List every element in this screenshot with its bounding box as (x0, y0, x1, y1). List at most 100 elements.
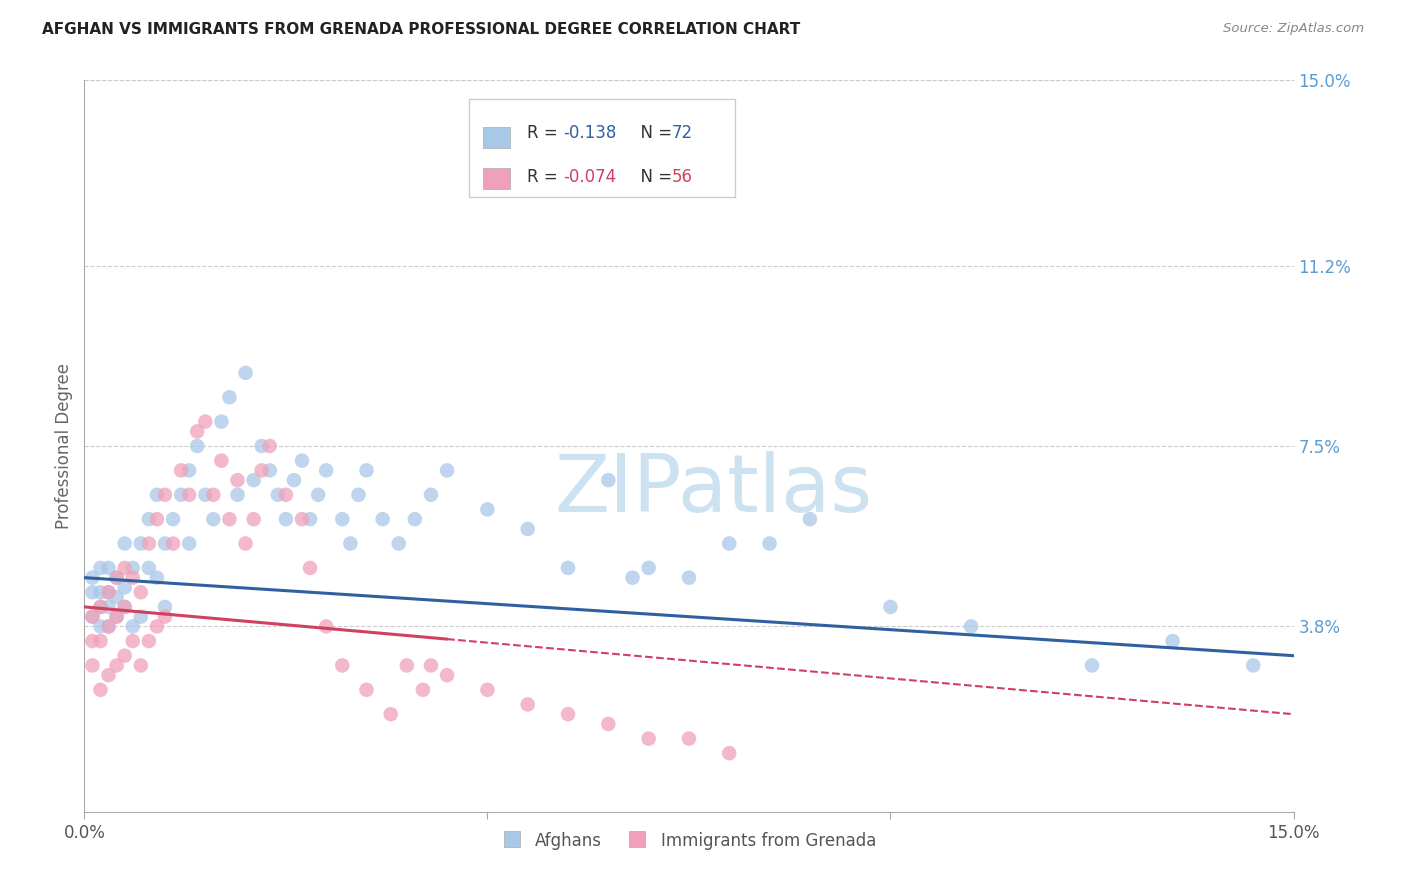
Point (146, 488, 169, 502)
Point (114, 581, 136, 595)
Point (477, 682, 499, 697)
Text: N =: N = (630, 124, 678, 142)
Point (516, 698, 538, 712)
Point (138, 536, 160, 550)
Point (114, 599, 136, 614)
Point (129, 536, 152, 550)
Text: 72: 72 (672, 124, 693, 142)
Point (170, 463, 193, 477)
Point (153, 536, 176, 550)
Point (82, 658, 104, 673)
Point (89, 599, 111, 614)
Point (307, 488, 329, 502)
Point (105, 609, 128, 624)
Point (226, 488, 249, 502)
Point (242, 473, 264, 487)
Point (678, 731, 700, 746)
Point (371, 512, 394, 526)
Point (420, 658, 443, 673)
Point (97, 585, 120, 599)
Point (291, 512, 314, 526)
FancyBboxPatch shape (468, 99, 735, 197)
Text: AFGHAN VS IMMIGRANTS FROM GRENADA PROFESSIONAL DEGREE CORRELATION CHART: AFGHAN VS IMMIGRANTS FROM GRENADA PROFES… (42, 22, 800, 37)
Point (436, 668, 458, 682)
Point (299, 512, 322, 526)
Point (129, 609, 152, 624)
Point (162, 536, 184, 550)
Point (202, 488, 225, 502)
Point (267, 488, 290, 502)
Text: R =: R = (527, 124, 562, 142)
Point (259, 463, 281, 477)
Point (235, 366, 257, 380)
Point (105, 590, 128, 604)
Point (121, 634, 143, 648)
Point (105, 571, 128, 585)
Point (291, 453, 314, 467)
Point (259, 439, 281, 453)
Point (138, 634, 160, 648)
Point (339, 536, 361, 550)
Point (758, 536, 780, 550)
Point (209, 415, 232, 429)
Point (82, 585, 104, 599)
Point (356, 463, 378, 477)
Y-axis label: Professional Degree: Professional Degree (55, 363, 73, 529)
Point (179, 488, 201, 502)
Point (226, 473, 249, 487)
Point (129, 658, 152, 673)
Point (557, 561, 579, 575)
Text: N =: N = (630, 168, 678, 186)
Point (420, 488, 443, 502)
Point (89, 599, 111, 614)
Point (412, 682, 434, 697)
Point (283, 473, 305, 487)
Point (1161, 634, 1184, 648)
Point (242, 512, 264, 526)
Text: Source: ZipAtlas.com: Source: ZipAtlas.com (1223, 22, 1364, 36)
Point (516, 522, 538, 536)
Point (194, 415, 217, 429)
Point (235, 536, 257, 550)
Text: -0.074: -0.074 (564, 168, 616, 186)
Point (186, 439, 208, 453)
Point (330, 658, 353, 673)
Point (380, 707, 402, 722)
Point (82, 609, 104, 624)
Point (146, 571, 169, 585)
Point (153, 609, 176, 624)
Point (97, 619, 120, 633)
Point (82, 571, 104, 585)
Point (114, 561, 136, 575)
Bar (484, 127, 510, 147)
Legend: Afghans, Immigrants from Grenada: Afghans, Immigrants from Grenada (494, 823, 884, 858)
Point (138, 561, 160, 575)
Point (1081, 658, 1104, 673)
Point (598, 473, 620, 487)
Point (82, 634, 104, 648)
Point (97, 599, 120, 614)
Point (89, 561, 111, 575)
Point (105, 571, 128, 585)
Point (121, 561, 143, 575)
Point (218, 512, 240, 526)
Text: -0.138: -0.138 (564, 124, 617, 142)
Point (162, 512, 184, 526)
Point (347, 488, 370, 502)
Point (146, 512, 169, 526)
Point (179, 536, 201, 550)
Point (89, 634, 111, 648)
Point (153, 488, 176, 502)
Point (598, 717, 620, 731)
Point (637, 561, 659, 575)
Point (404, 512, 426, 526)
Point (105, 658, 128, 673)
Point (718, 536, 741, 550)
Point (146, 619, 169, 633)
Point (97, 668, 120, 682)
Point (105, 609, 128, 624)
Point (170, 488, 193, 502)
Point (186, 425, 208, 439)
Point (557, 707, 579, 722)
Point (330, 512, 353, 526)
